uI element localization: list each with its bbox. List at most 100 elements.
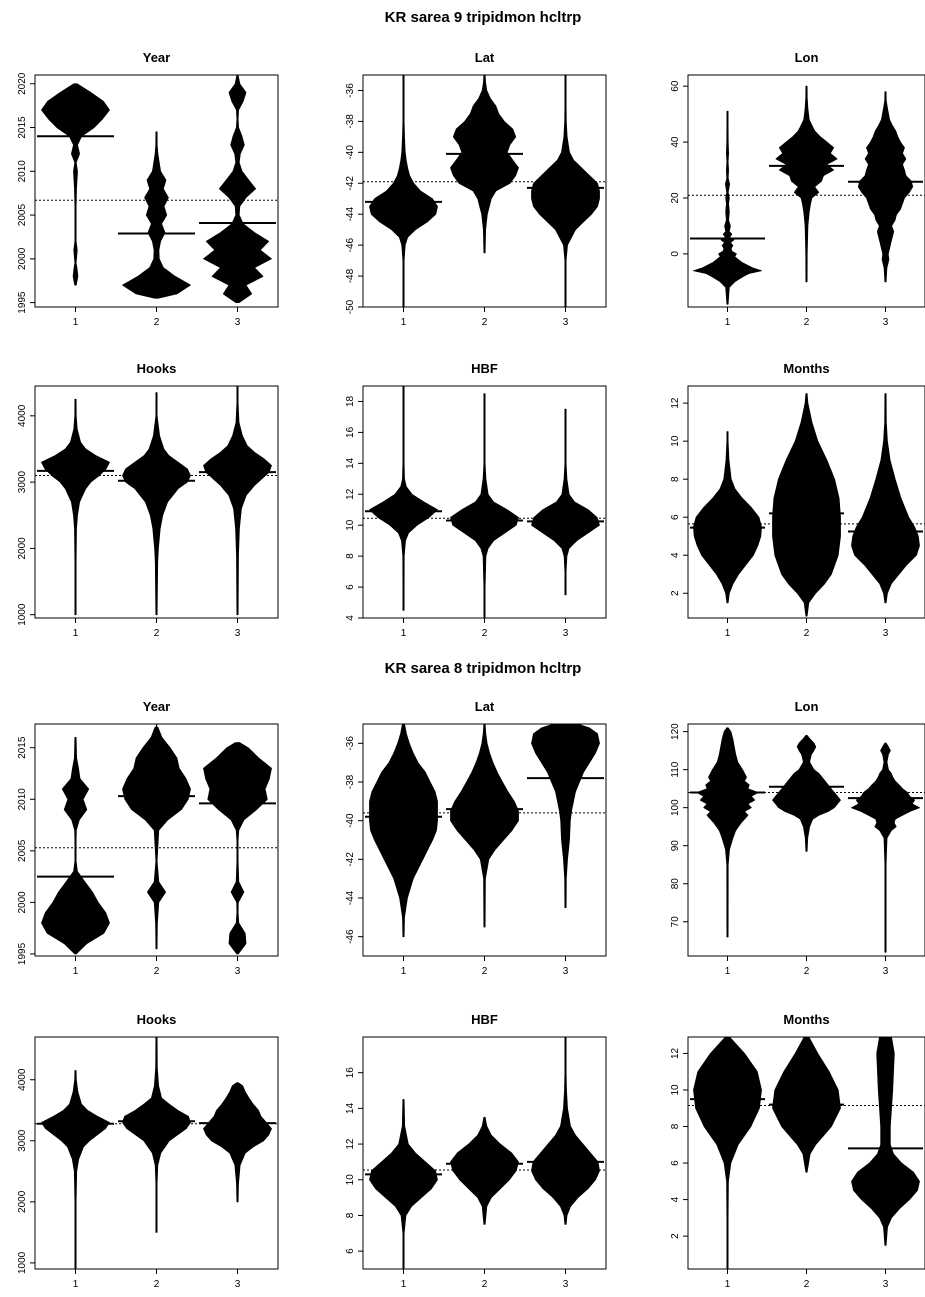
panel-title: Lat xyxy=(475,50,495,65)
y-tick-label: 10 xyxy=(670,1084,681,1096)
violin-3 xyxy=(203,742,272,955)
y-tick-label: 2000 xyxy=(17,891,28,914)
x-tick-label: 1 xyxy=(401,628,407,639)
y-tick-label: 10 xyxy=(345,519,356,531)
y-tick-label: 4 xyxy=(670,1196,681,1202)
y-tick-label: 4000 xyxy=(17,1068,28,1091)
y-tick-label: 2010 xyxy=(17,788,28,811)
panel-title: Hooks xyxy=(137,361,177,376)
y-tick-label: 6 xyxy=(345,1248,356,1254)
violin-3 xyxy=(203,1082,272,1203)
violin-1 xyxy=(41,398,110,616)
y-tick-label: 2000 xyxy=(17,247,28,270)
x-tick-label: 1 xyxy=(401,1279,407,1290)
y-tick-label: 60 xyxy=(670,80,681,92)
x-tick-label: 2 xyxy=(482,1279,488,1290)
y-tick-label: -44 xyxy=(345,207,356,222)
y-tick-label: -42 xyxy=(345,176,356,191)
y-tick-label: 16 xyxy=(345,426,356,438)
violin-2 xyxy=(772,393,841,617)
panel-1-year: Year 1995 2000 2005 2010 2015 2020 1 2 3 xyxy=(17,50,279,328)
x-tick-label: 2 xyxy=(482,628,488,639)
y-tick-label: -44 xyxy=(345,890,356,905)
y-tick-label: -40 xyxy=(345,813,356,828)
panel-title: HBF xyxy=(471,1012,498,1027)
panel-title: Lat xyxy=(475,699,495,714)
y-tick-label: 2000 xyxy=(17,1190,28,1213)
x-tick-label: 2 xyxy=(154,1279,160,1290)
x-tick-label: 1 xyxy=(401,317,407,328)
violin-3 xyxy=(857,91,914,283)
panel-3-lon: Lon 0 20 40 60 1 2 3 xyxy=(670,50,925,328)
y-tick-label: -40 xyxy=(345,145,356,160)
x-tick-label: 3 xyxy=(883,317,889,328)
y-tick-label: -38 xyxy=(345,774,356,789)
violin-2 xyxy=(122,726,191,950)
y-tick-label: 2 xyxy=(670,1233,681,1239)
y-tick-label: -50 xyxy=(345,299,356,314)
y-tick-label: 12 xyxy=(670,1047,681,1059)
x-tick-label: 3 xyxy=(883,628,889,639)
y-tick-label: 10 xyxy=(345,1174,356,1186)
violin-2 xyxy=(122,392,191,616)
violin-2 xyxy=(450,1116,519,1225)
violin-3 xyxy=(851,742,920,953)
x-tick-label: 3 xyxy=(563,1279,569,1290)
x-tick-label: 2 xyxy=(482,966,488,977)
x-tick-label: 2 xyxy=(154,966,160,977)
y-tick-label: 2015 xyxy=(17,116,28,139)
y-tick-label: 100 xyxy=(670,799,681,816)
y-tick-label: 4 xyxy=(670,552,681,558)
x-tick-label: 3 xyxy=(883,966,889,977)
y-tick-label: 2010 xyxy=(17,160,28,183)
y-tick-label: 2 xyxy=(670,590,681,596)
x-tick-label: 1 xyxy=(73,1279,79,1290)
y-tick-label: -38 xyxy=(345,114,356,129)
x-tick-label: 3 xyxy=(563,317,569,328)
panel-10-hooks: Hooks 1000 2000 3000 4000 1 2 3 xyxy=(17,1012,279,1290)
y-tick-label: -46 xyxy=(345,929,356,944)
y-tick-label: 8 xyxy=(670,476,681,482)
y-tick-label: 8 xyxy=(670,1123,681,1129)
y-tick-label: 20 xyxy=(670,192,681,204)
x-tick-label: 2 xyxy=(804,1279,810,1290)
panel-title: Hooks xyxy=(137,1012,177,1027)
y-tick-label: 4000 xyxy=(17,404,28,427)
violin-1 xyxy=(693,431,762,604)
y-tick-label: 1000 xyxy=(17,1251,28,1274)
y-tick-label: 40 xyxy=(670,136,681,148)
x-tick-label: 2 xyxy=(804,317,810,328)
y-tick-label: 1995 xyxy=(17,291,28,314)
x-tick-label: 2 xyxy=(154,317,160,328)
y-tick-label: 18 xyxy=(345,395,356,407)
violin-1 xyxy=(41,83,110,286)
x-tick-label: 3 xyxy=(235,628,241,639)
panel-title: Year xyxy=(143,50,170,65)
y-tick-label: 0 xyxy=(670,251,681,257)
y-tick-label: -42 xyxy=(345,852,356,867)
y-tick-label: 1000 xyxy=(17,603,28,626)
y-tick-label: 70 xyxy=(670,916,681,928)
x-tick-label: 2 xyxy=(804,966,810,977)
y-tick-label: -36 xyxy=(345,736,356,751)
y-tick-label: 2000 xyxy=(17,537,28,560)
panel-2-lat: Lat -50 -48 -46 -44 -42 -40 -38 -36 1 2 3 xyxy=(345,50,607,328)
x-tick-label: 3 xyxy=(235,1279,241,1290)
x-tick-label: 1 xyxy=(401,966,407,977)
y-tick-label: 2020 xyxy=(17,72,28,95)
y-tick-label: 110 xyxy=(670,761,681,777)
y-tick-label: 3000 xyxy=(17,471,28,494)
panel-title: Months xyxy=(783,1012,829,1027)
panel-title: HBF xyxy=(471,361,498,376)
y-tick-label: 120 xyxy=(670,723,681,740)
x-tick-label: 1 xyxy=(725,628,731,639)
x-tick-label: 1 xyxy=(725,966,731,977)
x-tick-label: 1 xyxy=(725,1279,731,1290)
violin-2 xyxy=(772,735,841,852)
y-tick-label: -46 xyxy=(345,237,356,252)
x-tick-label: 2 xyxy=(482,317,488,328)
y-tick-label: 2005 xyxy=(17,204,28,227)
x-tick-label: 3 xyxy=(563,966,569,977)
